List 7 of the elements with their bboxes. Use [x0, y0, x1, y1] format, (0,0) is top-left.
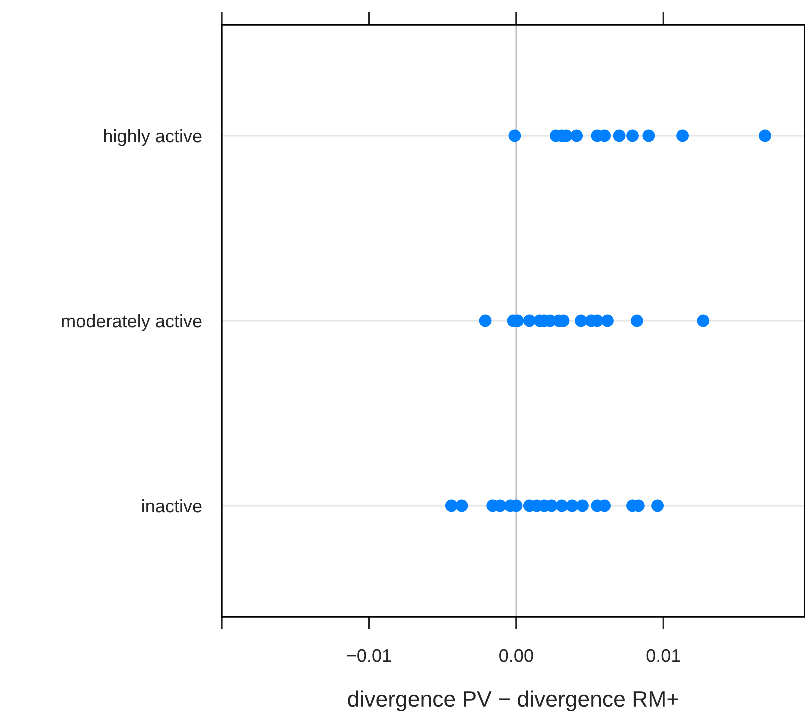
x-tick-label: 0.00 — [500, 649, 534, 662]
y-tick-label: inactive — [142, 499, 202, 513]
x-tick-label: 0.01 — [646, 649, 680, 662]
y-tick-label: moderately active — [62, 314, 202, 332]
y-tick-label: highly active — [104, 129, 202, 146]
x-axis-title: divergence PV − divergence RM+ — [348, 690, 679, 712]
x-tick-label: −0.01 — [347, 649, 392, 662]
